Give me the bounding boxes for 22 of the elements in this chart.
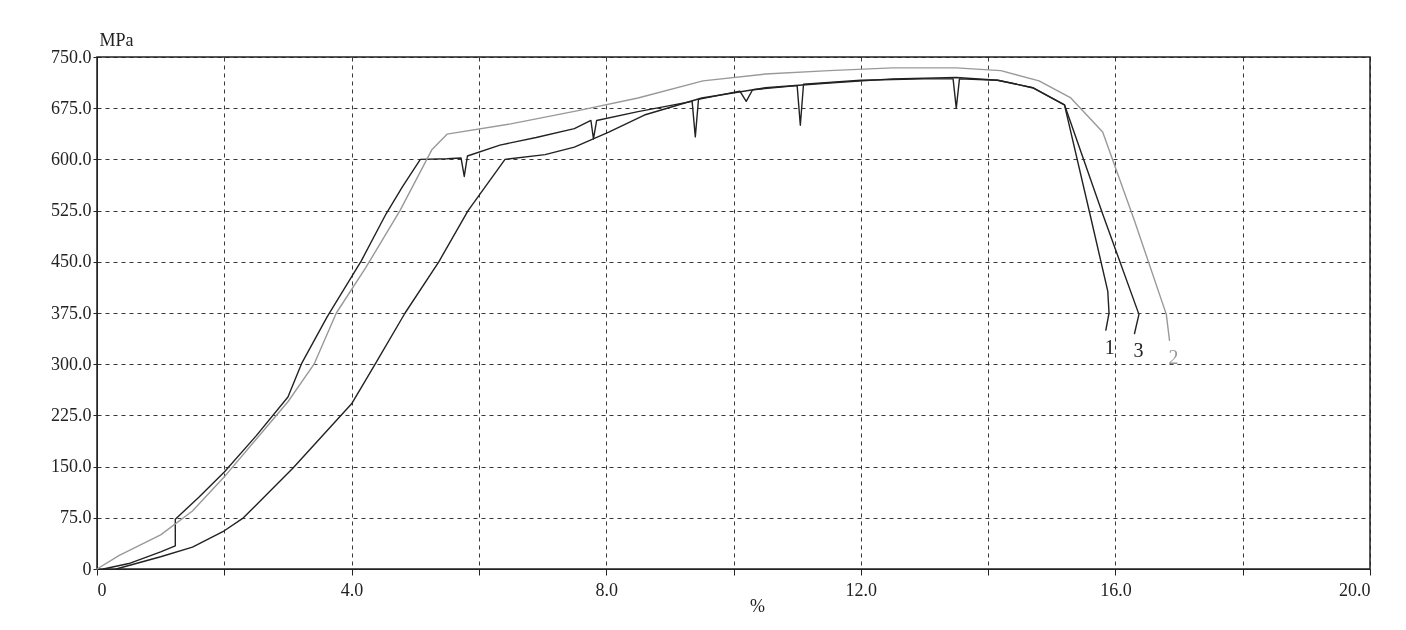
series-label: 3 bbox=[1133, 339, 1144, 362]
y-tick-label: 0 bbox=[82, 558, 92, 579]
y-tick-label: 750.0 bbox=[51, 46, 92, 67]
x-tick-label: 0 bbox=[97, 579, 107, 600]
series-label: 1 bbox=[1104, 336, 1115, 359]
y-tick-label: 300.0 bbox=[51, 353, 92, 374]
y-tick-label: 375.0 bbox=[51, 302, 92, 323]
y-tick-label: 150.0 bbox=[51, 456, 92, 477]
x-tick-label: 8.0 bbox=[595, 579, 618, 600]
y-tick-label: 75.0 bbox=[60, 507, 92, 528]
y-tick-label: 600.0 bbox=[51, 148, 92, 169]
y-tick-label: 225.0 bbox=[51, 404, 92, 425]
y-tick-label: 525.0 bbox=[51, 200, 92, 221]
y-axis-title: MPa bbox=[99, 29, 134, 50]
y-tick-label: 450.0 bbox=[51, 251, 92, 272]
x-axis-title: % bbox=[750, 595, 765, 616]
y-tick-label: 675.0 bbox=[51, 97, 92, 118]
x-tick-label: 12.0 bbox=[845, 579, 878, 600]
x-tick-label: 16.0 bbox=[1100, 579, 1132, 600]
x-tick-label: 4.0 bbox=[340, 579, 364, 600]
series-label: 2 bbox=[1168, 346, 1179, 369]
x-tick-label: 20.0 bbox=[1339, 579, 1371, 600]
